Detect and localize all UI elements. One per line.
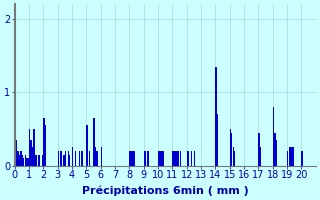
- Bar: [191, 151, 192, 166]
- Bar: [60, 151, 62, 166]
- Bar: [175, 151, 177, 166]
- Bar: [131, 151, 132, 166]
- Bar: [194, 151, 195, 166]
- Bar: [234, 151, 235, 166]
- Bar: [287, 151, 288, 166]
- Bar: [215, 67, 217, 166]
- Bar: [259, 133, 260, 166]
- Bar: [45, 125, 46, 166]
- Bar: [162, 151, 164, 166]
- Bar: [172, 151, 174, 166]
- Bar: [35, 155, 36, 166]
- Bar: [82, 151, 83, 166]
- Bar: [233, 147, 234, 166]
- Bar: [289, 147, 290, 166]
- Bar: [36, 155, 37, 166]
- Bar: [134, 151, 135, 166]
- Bar: [93, 118, 95, 166]
- Bar: [290, 147, 291, 166]
- Bar: [22, 155, 23, 166]
- Bar: [276, 140, 277, 166]
- Bar: [20, 151, 22, 166]
- Bar: [23, 158, 25, 166]
- Bar: [177, 151, 178, 166]
- Bar: [101, 147, 102, 166]
- Bar: [25, 155, 26, 166]
- Bar: [188, 151, 189, 166]
- Bar: [147, 151, 148, 166]
- Bar: [69, 155, 70, 166]
- Bar: [301, 151, 303, 166]
- Bar: [75, 151, 76, 166]
- Bar: [63, 155, 65, 166]
- Bar: [39, 155, 40, 166]
- Bar: [129, 151, 131, 166]
- Bar: [159, 151, 161, 166]
- Bar: [37, 155, 39, 166]
- Bar: [180, 151, 181, 166]
- Bar: [86, 125, 88, 166]
- Bar: [18, 151, 19, 166]
- Bar: [187, 151, 188, 166]
- Bar: [95, 147, 96, 166]
- Bar: [15, 140, 16, 166]
- Bar: [217, 114, 218, 166]
- Bar: [231, 133, 233, 166]
- Bar: [148, 151, 149, 166]
- X-axis label: Précipitations 6min ( mm ): Précipitations 6min ( mm ): [82, 185, 249, 196]
- Bar: [68, 151, 69, 166]
- Bar: [29, 129, 30, 166]
- Bar: [32, 147, 33, 166]
- Bar: [42, 155, 43, 166]
- Bar: [30, 140, 32, 166]
- Bar: [19, 155, 20, 166]
- Bar: [145, 151, 147, 166]
- Bar: [96, 151, 98, 166]
- Bar: [132, 151, 133, 166]
- Bar: [72, 147, 73, 166]
- Bar: [16, 140, 17, 166]
- Bar: [144, 151, 145, 166]
- Bar: [79, 151, 80, 166]
- Bar: [43, 118, 44, 166]
- Bar: [273, 107, 274, 166]
- Bar: [58, 151, 59, 166]
- Bar: [274, 133, 276, 166]
- Bar: [158, 151, 159, 166]
- Bar: [174, 151, 175, 166]
- Bar: [260, 147, 261, 166]
- Bar: [33, 129, 35, 166]
- Bar: [293, 147, 294, 166]
- Bar: [89, 151, 91, 166]
- Bar: [292, 147, 293, 166]
- Bar: [26, 158, 27, 166]
- Bar: [81, 151, 82, 166]
- Bar: [65, 151, 66, 166]
- Bar: [230, 129, 231, 166]
- Bar: [178, 151, 180, 166]
- Bar: [28, 158, 29, 166]
- Bar: [161, 151, 162, 166]
